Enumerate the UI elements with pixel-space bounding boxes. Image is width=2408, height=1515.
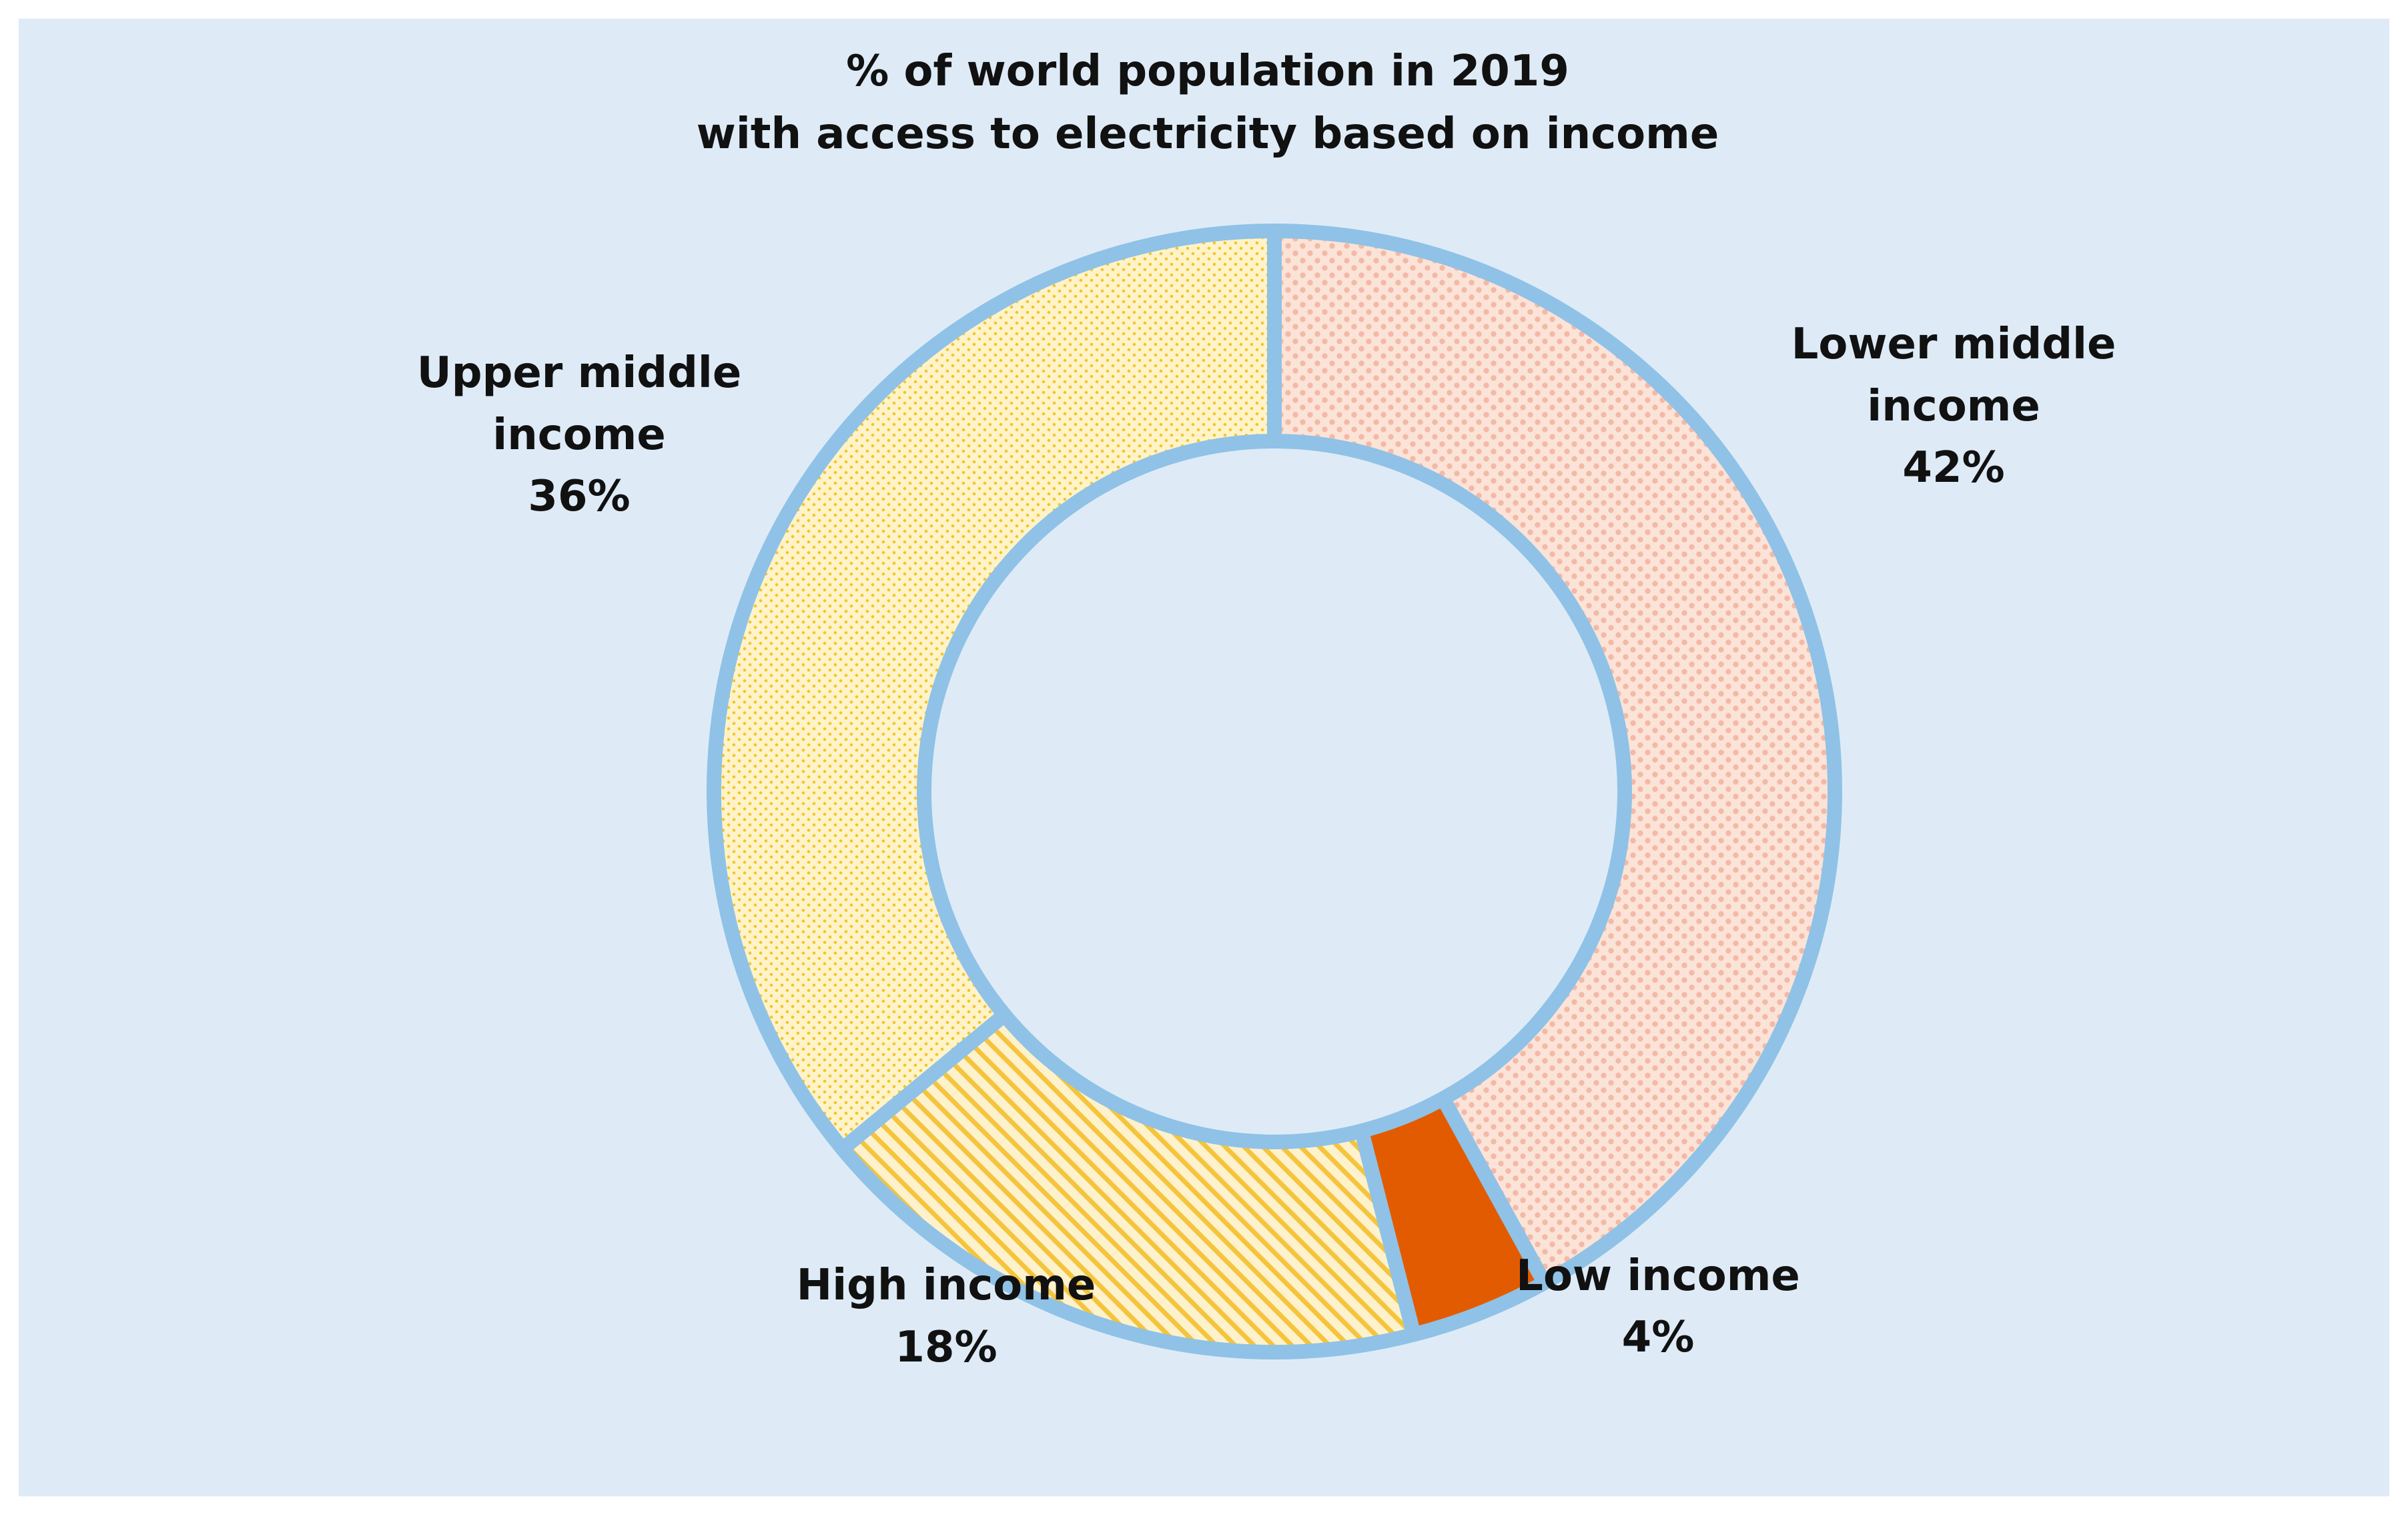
label-high-income-value: 18% [895, 1323, 997, 1372]
slice-upper-middle-income [707, 224, 1282, 1157]
label-low-income-value: 4% [1622, 1313, 1695, 1362]
label-upper-middle-line-1: Upper middle [417, 348, 741, 398]
label-lower-middle-value: 42% [1902, 443, 2004, 493]
chart-title-line-2: with access to electricity based on inco… [697, 109, 1719, 159]
label-upper-middle-line-2: income [492, 410, 666, 460]
slice-lower-middle-income [1267, 224, 1842, 1291]
label-upper-middle-value: 36% [528, 472, 630, 521]
label-high-income-line-1: High income [797, 1261, 1096, 1310]
label-lower-middle-line-1: Lower middle [1791, 320, 2116, 369]
label-lower-middle-line-2: income [1867, 382, 2040, 431]
chart-title-line-1: % of world population in 2019 [846, 47, 1569, 96]
slice-high-income [835, 1007, 1421, 1359]
label-low-income-line-1: Low income [1516, 1251, 1800, 1301]
